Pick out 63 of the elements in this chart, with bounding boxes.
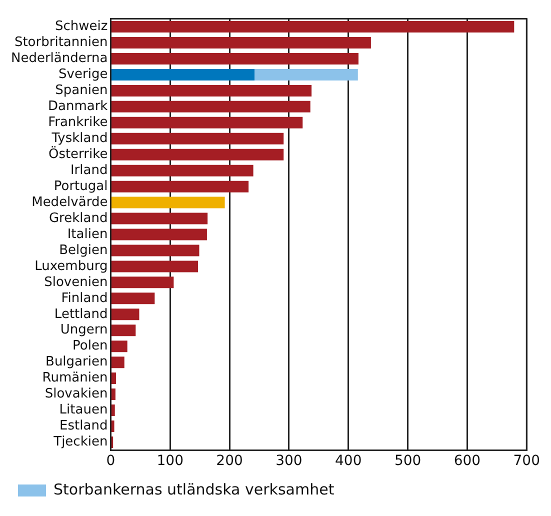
bar bbox=[111, 116, 303, 128]
y-tick-label: Portugal bbox=[54, 178, 108, 194]
y-tick-label: Estland bbox=[60, 418, 108, 434]
x-tick-label: 700 bbox=[513, 453, 540, 470]
y-tick-label: Luxemburg bbox=[34, 258, 108, 274]
bar bbox=[111, 180, 249, 192]
bar bbox=[111, 388, 116, 400]
legend-label: Storbankernas utländska verksamhet bbox=[54, 480, 334, 498]
y-tick-label: Sverige bbox=[58, 67, 108, 82]
bar bbox=[111, 228, 207, 240]
bar bbox=[111, 420, 114, 432]
y-tick-label: Nederländerna bbox=[10, 51, 108, 66]
y-tick-label: Storbritannien bbox=[14, 35, 108, 50]
y-tick-label: Danmark bbox=[48, 99, 108, 114]
bar bbox=[111, 356, 124, 368]
y-tick-label: Österrike bbox=[48, 146, 108, 162]
bar bbox=[111, 276, 174, 288]
x-tick-label: 100 bbox=[156, 453, 184, 470]
x-tick-label: 0 bbox=[106, 453, 116, 470]
bar bbox=[111, 164, 254, 176]
y-tick-label: Schweiz bbox=[54, 19, 108, 34]
bar bbox=[111, 260, 198, 272]
y-tick-label: Irland bbox=[70, 162, 108, 178]
y-tick-label: Slovenien bbox=[44, 274, 108, 290]
bar bbox=[111, 52, 358, 64]
bar bbox=[111, 148, 284, 160]
y-tick-label: Grekland bbox=[48, 210, 108, 226]
bar bbox=[111, 244, 200, 256]
y-tick-label: Rumänien bbox=[42, 370, 108, 386]
x-tick-label: 500 bbox=[394, 453, 422, 470]
x-tick-label: 600 bbox=[454, 453, 481, 470]
y-tick-label: Polen bbox=[72, 338, 108, 354]
bar bbox=[111, 292, 155, 304]
bar bbox=[111, 132, 284, 144]
bar bbox=[111, 37, 371, 49]
bar bbox=[254, 68, 358, 80]
bar bbox=[111, 68, 254, 80]
x-tick-label: 300 bbox=[276, 453, 302, 470]
bar bbox=[111, 324, 136, 336]
y-tick-label: Spanien bbox=[55, 83, 108, 98]
y-tick-label: Medelvärde bbox=[32, 194, 108, 210]
bar bbox=[111, 84, 312, 96]
y-tick-label: Ungern bbox=[60, 322, 108, 338]
y-tick-label: Lettland bbox=[54, 306, 108, 322]
x-tick-label: 400 bbox=[335, 453, 362, 470]
y-tick-label: Finland bbox=[61, 290, 108, 306]
bar bbox=[111, 21, 514, 33]
bar bbox=[111, 196, 225, 208]
y-tick-label: Belgien bbox=[59, 242, 108, 258]
y-tick-label: Bulgarien bbox=[46, 354, 108, 370]
bar bbox=[111, 212, 208, 224]
x-tick-label: 200 bbox=[216, 453, 243, 470]
bar bbox=[111, 340, 128, 352]
y-tick-label: Tjeckien bbox=[52, 434, 108, 450]
bar bbox=[111, 404, 115, 416]
y-tick-label: Litauen bbox=[59, 402, 108, 418]
bar bbox=[111, 372, 116, 384]
y-tick-label: Slovakien bbox=[44, 386, 108, 402]
y-tick-label: Frankrike bbox=[48, 115, 108, 130]
bar bbox=[111, 308, 140, 320]
y-tick-label: Tyskland bbox=[50, 131, 108, 146]
y-tick-label: Italien bbox=[67, 226, 108, 242]
bar bbox=[111, 100, 310, 112]
